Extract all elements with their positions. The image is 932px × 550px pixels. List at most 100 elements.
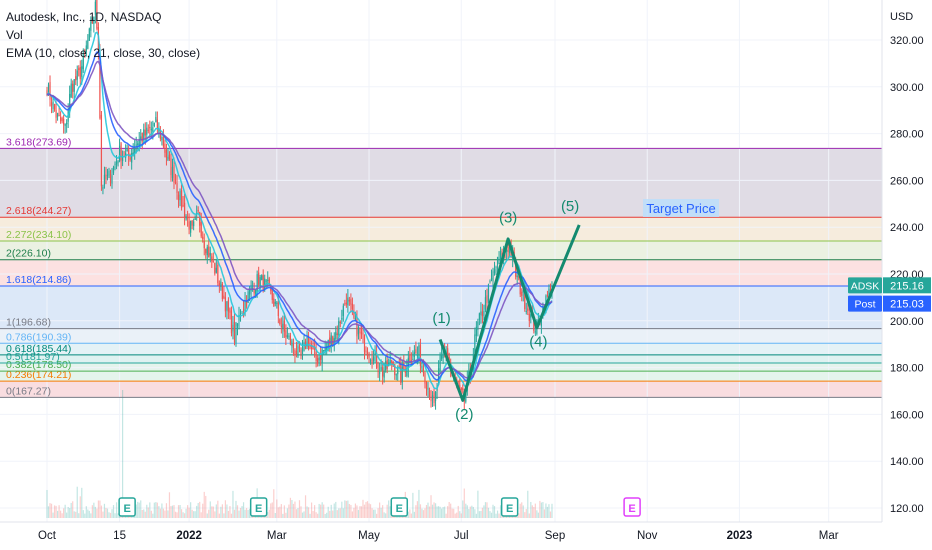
candle-body <box>187 217 189 219</box>
volume-bar <box>385 513 387 518</box>
volume-bar <box>138 502 140 518</box>
candle-body <box>149 126 151 129</box>
fib-label-2.272: 2.272(234.10) <box>6 229 71 241</box>
volume-bar <box>295 509 298 518</box>
candle-body <box>117 161 119 163</box>
candle-body <box>81 66 83 77</box>
volume-bar <box>227 510 230 518</box>
time-tick-label: 2022 <box>176 530 202 542</box>
candle-body <box>167 156 169 161</box>
volume-bar <box>182 512 184 518</box>
candle-body <box>499 250 502 262</box>
volume-bar <box>543 509 546 518</box>
volume-bar <box>79 496 81 518</box>
volume-bar <box>323 504 325 518</box>
candle-body <box>168 154 171 160</box>
volume-bar <box>292 503 295 518</box>
volume-bar <box>242 502 245 518</box>
candle-body <box>309 346 311 348</box>
candle-body <box>413 352 415 357</box>
candle-body <box>389 359 391 364</box>
volume-bar <box>475 513 477 518</box>
candle-body <box>431 395 434 400</box>
candle-body <box>52 101 54 110</box>
volume-bar <box>159 508 161 518</box>
candle-body <box>506 249 508 252</box>
volume-bar <box>318 503 320 518</box>
earnings-label: E <box>628 503 635 515</box>
candle-body <box>475 326 477 336</box>
volume-bar <box>522 505 524 518</box>
volume-bar <box>447 506 449 518</box>
candle-body <box>394 364 396 375</box>
volume-bar <box>108 512 110 518</box>
volume-bar <box>481 507 484 518</box>
symbol-title[interactable]: Autodesk, Inc., 1D, NASDAQ <box>6 10 162 24</box>
volume-bar <box>49 503 51 518</box>
volume-bar <box>72 501 74 518</box>
candle-body <box>227 299 230 312</box>
volume-bar <box>357 509 360 518</box>
volume-bar <box>425 505 428 518</box>
wave-label: (3) <box>499 210 517 227</box>
wave-label: (2) <box>455 406 473 423</box>
candle-body <box>291 340 293 347</box>
candle-body <box>439 355 441 371</box>
candle-body <box>422 368 425 373</box>
volume-bar <box>111 509 113 518</box>
volume-bar <box>97 500 100 518</box>
candle-body <box>288 335 290 337</box>
candle-body <box>88 28 90 41</box>
volume-bar <box>217 500 219 518</box>
candle-body <box>103 174 106 186</box>
candle-body <box>336 333 338 336</box>
volume-bar <box>321 502 323 518</box>
candle-body <box>306 337 308 347</box>
candle-body <box>256 274 258 292</box>
volume-bar <box>248 508 251 518</box>
volume-bar <box>168 492 171 518</box>
candle-body <box>345 302 347 305</box>
candle-body <box>294 349 296 354</box>
adsk-tag-value: 215.16 <box>890 280 924 292</box>
candle-body <box>465 393 467 402</box>
candle-body <box>348 299 350 302</box>
volume-bar <box>66 512 68 518</box>
candle-body <box>540 320 542 327</box>
candle-body <box>326 346 328 351</box>
candle-body <box>300 349 302 357</box>
candle-body <box>58 115 60 117</box>
volume-bar <box>273 489 275 518</box>
candle-body <box>383 371 385 378</box>
price-tick-label: 180.00 <box>890 363 924 375</box>
post-tag-label-bg <box>848 295 882 312</box>
candle-body <box>462 388 464 391</box>
candle-body <box>259 277 261 287</box>
candle-body <box>131 153 133 163</box>
ema-legend[interactable]: EMA (10, close, 21, close, 30, close) <box>6 46 201 60</box>
candle-body <box>236 323 239 327</box>
volume-bar <box>348 504 350 518</box>
time-axis[interactable]: Oct 15 2022 Mar May Jul Sep Nov 2023 Mar <box>0 521 882 542</box>
volume-bar <box>344 500 346 518</box>
price-axis[interactable]: USD320.00300.00280.00260.00240.00220.002… <box>848 0 932 550</box>
volume-legend[interactable]: Vol <box>6 28 23 42</box>
candle-body <box>159 131 161 139</box>
volume-bar <box>412 492 414 518</box>
volume-bar <box>415 505 417 518</box>
volume-bar <box>468 508 470 518</box>
volume-bar <box>102 511 104 518</box>
volume-bar <box>499 505 502 518</box>
candle-body <box>128 149 130 157</box>
volume-bar <box>428 506 431 518</box>
volume-bar <box>76 486 78 518</box>
candle-body <box>132 152 134 155</box>
candle-body <box>312 347 314 350</box>
candle-body <box>182 204 184 206</box>
volume-bar <box>144 511 146 518</box>
volume-bar <box>218 513 220 518</box>
candle-body <box>179 190 181 201</box>
volume-bar <box>431 504 434 518</box>
candle-body <box>177 194 180 201</box>
